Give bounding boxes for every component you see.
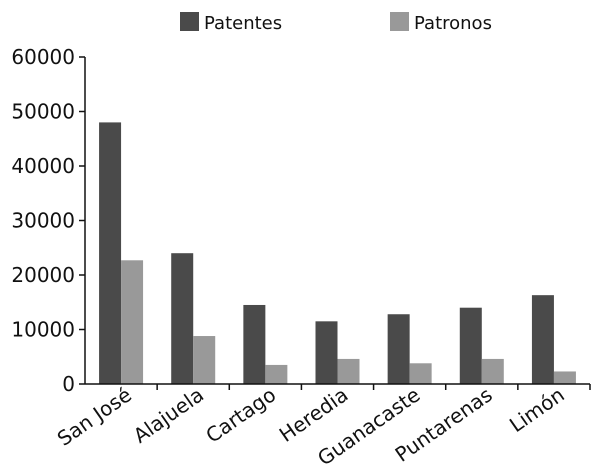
x-category-label: Alajuela [129,382,208,447]
y-tick-label: 10000 [11,318,75,342]
y-tick-label: 50000 [11,100,75,124]
bar-patronos-3 [265,364,288,384]
legend-label-patronos: Patronos [414,13,492,34]
x-category-label: Cartago [201,382,280,447]
bar-patronos-4 [337,358,360,384]
bar-patronos-2 [193,336,216,384]
y-tick-label: 60000 [11,45,75,69]
bar-patentes-4 [315,321,338,384]
bar-patronos-1 [121,260,144,384]
bar-patronos-7 [553,371,576,384]
x-axis: San JoséAlajuelaCartagoHerediaGuanacaste… [53,382,591,467]
bar-patentes-1 [99,122,122,385]
y-axis: 0 10000 20000 30000 40000 50000 60000 [11,45,86,396]
bar-patronos-5 [409,363,432,384]
bar-patentes-7 [531,295,554,384]
y-tick-label: 20000 [11,263,75,287]
legend: Patentes Patronos [180,12,492,34]
y-tick-label: 30000 [11,209,75,233]
legend-label-patentes: Patentes [204,13,282,34]
x-category-label: Limón [505,382,569,437]
bar-patentes-5 [387,314,410,384]
y-tick-label: 40000 [11,154,75,178]
y-tick-label: 0 [62,372,75,396]
bar-patentes-2 [171,253,194,384]
bar-patentes-3 [243,304,266,384]
bars [99,122,576,385]
bar-patentes-6 [459,307,482,384]
bar-patronos-6 [481,358,504,384]
legend-swatch-patentes [180,12,199,31]
legend-swatch-patronos [390,12,409,31]
